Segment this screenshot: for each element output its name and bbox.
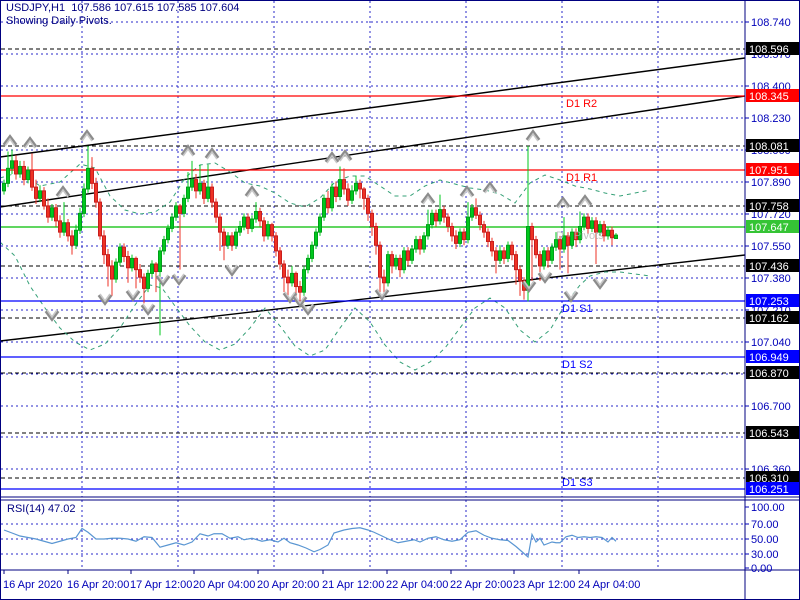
- svg-text:22 Apr 04:00: 22 Apr 04:00: [386, 579, 448, 591]
- rsi-indicator-label: RSI(14) 47.02: [7, 503, 76, 515]
- svg-text:22 Apr 20:00: 22 Apr 20:00: [450, 579, 512, 591]
- symbol-ohlc-line: USDJPY,H1 107.586 107.615 107.585 107.60…: [6, 2, 240, 14]
- svg-text:16 Apr 20:00: 16 Apr 20:00: [67, 579, 129, 591]
- rsi-layer: [3, 527, 617, 559]
- svg-text:106.700: 106.700: [751, 401, 791, 413]
- svg-text:106.251: 106.251: [749, 484, 789, 496]
- pivot-labels-layer: D1 R2 D1 R1 D1 S1 D1 S2 D1 S3: [562, 98, 597, 489]
- svg-text:107.162: 107.162: [749, 313, 789, 325]
- svg-text:108.345: 108.345: [749, 91, 789, 103]
- svg-text:D1 R2: D1 R2: [566, 98, 597, 110]
- svg-text:108.081: 108.081: [749, 141, 789, 153]
- candles-layer: [2, 145, 618, 336]
- svg-text:D1 S2: D1 S2: [562, 359, 593, 371]
- svg-text:20 Apr 20:00: 20 Apr 20:00: [257, 579, 319, 591]
- svg-text:20 Apr 04:00: 20 Apr 04:00: [193, 579, 255, 591]
- time-axis-layer: 16 Apr 2020 16 Apr 20:00 17 Apr 12:00 20 Ap…: [3, 570, 640, 591]
- svg-text:106.870: 106.870: [749, 368, 789, 380]
- svg-text:0.00: 0.00: [751, 563, 772, 575]
- svg-text:50.00: 50.00: [751, 534, 779, 546]
- svg-text:107.253: 107.253: [749, 296, 789, 308]
- indicator-subtitle: Showing Daily Pivots.: [6, 15, 112, 27]
- svg-text:16 Apr 2020: 16 Apr 2020: [3, 579, 62, 591]
- svg-text:D1 S3: D1 S3: [562, 477, 593, 489]
- svg-text:21 Apr 12:00: 21 Apr 12:00: [322, 579, 384, 591]
- svg-text:107.436: 107.436: [749, 261, 789, 273]
- svg-text:107.380: 107.380: [751, 273, 791, 285]
- fractals-layer: [2, 129, 608, 322]
- trendlines-layer: [0, 57, 746, 342]
- grid-layer: [1, 1, 745, 570]
- svg-text:17 Apr 12:00: 17 Apr 12:00: [130, 579, 192, 591]
- svg-text:107.647: 107.647: [749, 222, 789, 234]
- svg-text:100.00: 100.00: [751, 502, 785, 514]
- svg-text:106.543: 106.543: [749, 428, 789, 440]
- svg-text:24 Apr 04:00: 24 Apr 04:00: [578, 579, 640, 591]
- svg-text:107.758: 107.758: [749, 201, 789, 213]
- svg-text:107.040: 107.040: [751, 337, 791, 349]
- svg-text:107.550: 107.550: [751, 241, 791, 253]
- svg-text:106.949: 106.949: [749, 352, 789, 364]
- svg-text:107.951: 107.951: [749, 165, 789, 177]
- pivots-watermark: D - Pivots: [556, 230, 604, 242]
- svg-text:108.596: 108.596: [749, 44, 789, 56]
- svg-text:108.740: 108.740: [751, 17, 791, 29]
- daily-levels-layer: [1, 48, 745, 479]
- svg-text:70.00: 70.00: [751, 519, 779, 531]
- pivot-lines-layer: [1, 95, 745, 490]
- svg-text:107.890: 107.890: [751, 177, 791, 189]
- svg-text:23 Apr 12:00: 23 Apr 12:00: [513, 579, 575, 591]
- svg-text:D1 R1: D1 R1: [566, 172, 597, 184]
- axis-labels-layer: 108.740108.570108.400108.230108.060107.8…: [745, 17, 799, 575]
- svg-text:D1 S1: D1 S1: [562, 303, 593, 315]
- svg-text:30.00: 30.00: [751, 549, 779, 561]
- svg-text:108.230: 108.230: [751, 113, 791, 125]
- envelope-layer: [0, 162, 651, 371]
